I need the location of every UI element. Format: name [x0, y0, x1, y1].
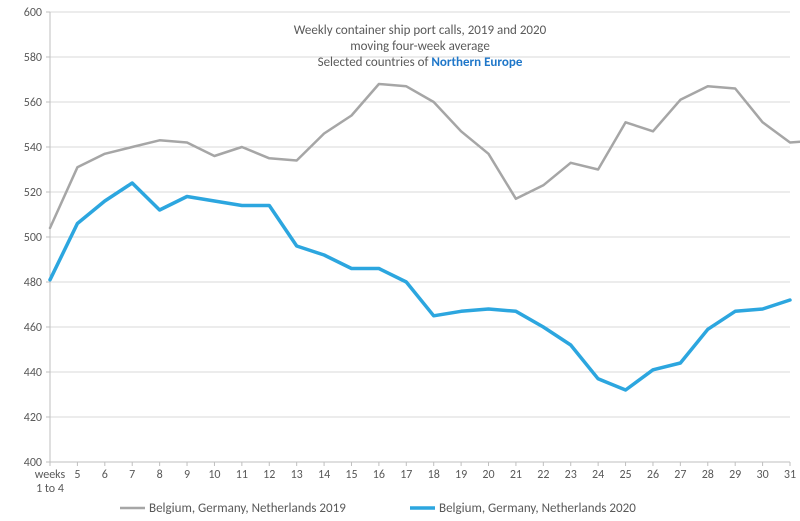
x-tick-label: 1 to 4: [36, 482, 64, 496]
chart-title-line3: Selected countries of Northern Europe: [318, 55, 523, 70]
x-tick-label: 18: [428, 468, 440, 482]
x-tick-label: 22: [537, 468, 549, 482]
x-tick-label: 15: [345, 468, 357, 482]
y-tick-label: 520: [24, 186, 42, 200]
x-tick-label: 6: [102, 468, 108, 482]
x-tick-label: 5: [74, 468, 80, 482]
x-tick-label: 27: [674, 468, 686, 482]
line-chart: 400420440460480500520540560580600weeks1 …: [0, 0, 800, 521]
y-tick-label: 580: [24, 51, 42, 65]
y-tick-label: 480: [24, 276, 42, 290]
chart-svg: 400420440460480500520540560580600weeks1 …: [0, 0, 800, 521]
x-tick-label: 20: [482, 468, 494, 482]
chart-title-line1: Weekly container ship port calls, 2019 a…: [294, 23, 547, 38]
x-tick-label: 30: [757, 468, 769, 482]
x-tick-label: 21: [510, 468, 522, 482]
y-tick-label: 440: [24, 366, 42, 380]
legend-label: Belgium, Germany, Netherlands 2019: [149, 501, 346, 516]
x-tick-label: 23: [565, 468, 577, 482]
x-tick-label: weeks: [35, 468, 66, 482]
x-tick-label: 16: [373, 468, 385, 482]
legend-label: Belgium, Germany, Netherlands 2020: [439, 501, 636, 516]
y-tick-label: 600: [24, 6, 42, 20]
y-tick-label: 560: [24, 96, 42, 110]
y-tick-label: 500: [24, 231, 42, 245]
x-tick-label: 17: [400, 468, 412, 482]
x-tick-label: 29: [729, 468, 741, 482]
x-tick-label: 25: [619, 468, 631, 482]
x-tick-label: 13: [291, 468, 303, 482]
x-tick-label: 10: [208, 468, 220, 482]
y-tick-label: 420: [24, 411, 42, 425]
x-tick-label: 11: [236, 468, 248, 482]
x-tick-label: 19: [455, 468, 467, 482]
x-tick-label: 26: [647, 468, 659, 482]
x-tick-label: 14: [318, 468, 330, 482]
y-tick-label: 540: [24, 141, 42, 155]
series-line-1: [50, 183, 790, 390]
x-tick-label: 7: [129, 468, 135, 482]
y-tick-label: 460: [24, 321, 42, 335]
x-tick-label: 24: [592, 468, 604, 482]
x-tick-label: 31: [784, 468, 796, 482]
x-tick-label: 12: [263, 468, 275, 482]
x-tick-label: 8: [157, 468, 163, 482]
x-tick-label: 28: [702, 468, 714, 482]
series-line-0: [50, 84, 800, 228]
x-tick-label: 9: [184, 468, 190, 482]
chart-title-line2: moving four-week average: [350, 39, 490, 54]
